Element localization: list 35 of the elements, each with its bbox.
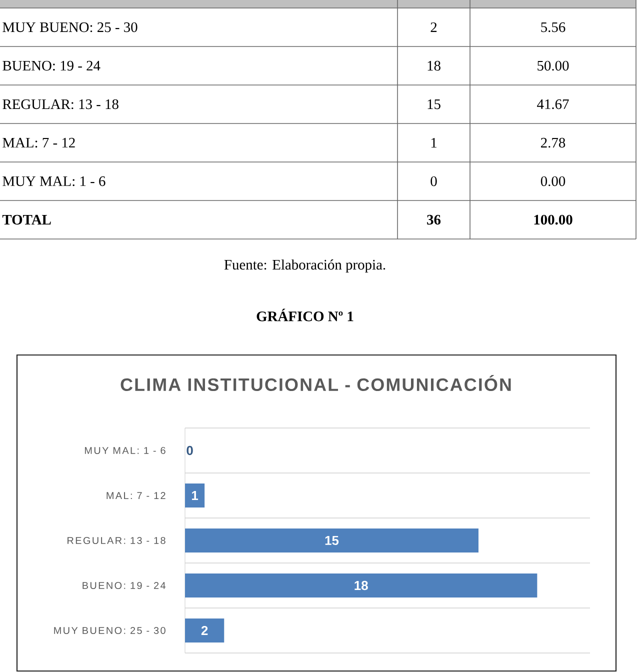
category-label: TOTAL	[2, 214, 51, 225]
category-label: MUY MAL: 1 - 6	[2, 176, 106, 186]
category-label: MAL: 7 - 12	[2, 138, 75, 148]
data-label: 18	[354, 580, 368, 590]
category-label: BUENO: 19 - 24	[2, 60, 100, 71]
data-label: 2	[430, 22, 437, 32]
y-tick-label: MAL: 7 - 12	[106, 492, 166, 499]
y-tick-label: BUENO: 19 - 24	[82, 582, 166, 590]
data-label: 1	[431, 138, 437, 148]
data-label: 0	[186, 446, 193, 456]
chart-title: CLIMA INSTITUCIONAL - COMUNICACIÓN	[120, 374, 511, 392]
data-label: 18	[428, 60, 440, 71]
data-label: 2.78	[541, 138, 566, 148]
data-label: 5.56	[541, 22, 566, 32]
data-label: 15	[428, 99, 440, 110]
data-label: 100.00	[534, 214, 572, 225]
data-label: 2	[201, 626, 208, 636]
data-label: 0.00	[540, 176, 566, 186]
text: GRÁFICO Nº 1	[256, 308, 354, 322]
bar	[185, 484, 205, 508]
y-tick-label: MUY BUENO: 25 - 30	[54, 626, 166, 634]
bar	[185, 618, 224, 643]
data-label: 50.00	[538, 60, 569, 71]
data-label: 15	[325, 536, 339, 546]
y-tick-label: REGULAR: 13 - 18	[68, 536, 166, 544]
bar	[185, 574, 538, 598]
bar	[185, 528, 478, 553]
source-note: Fuente: Elaboración propia.	[224, 259, 386, 273]
category-label: REGULAR: 13 - 18	[2, 99, 118, 110]
data-label: 0	[430, 176, 437, 186]
data-label: 1	[192, 491, 198, 500]
y-tick-label: MUY MAL: 1 - 6	[84, 446, 166, 454]
category-label: MUY BUENO: 25 - 30	[2, 22, 138, 32]
data-label: 41.67	[537, 99, 569, 110]
data-label: 36	[427, 214, 441, 225]
